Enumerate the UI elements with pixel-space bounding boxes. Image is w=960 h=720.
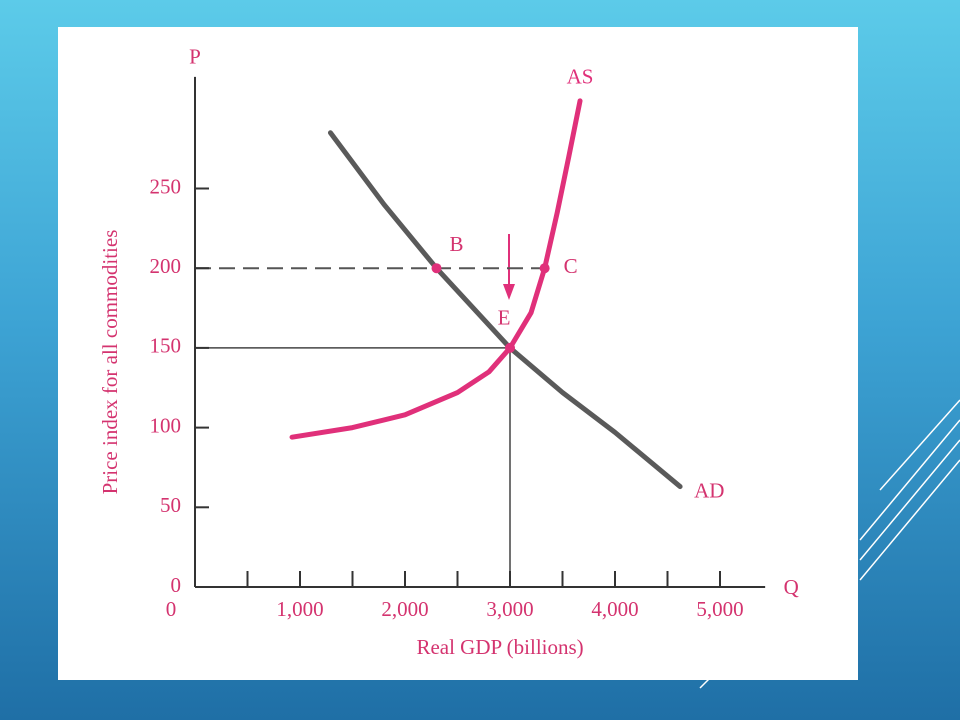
x-tick-label: 0 — [166, 597, 177, 621]
x-tick-label: 4,000 — [591, 597, 638, 621]
series-label: AS — [567, 65, 594, 89]
point — [539, 263, 550, 274]
point-label: C — [564, 254, 578, 278]
y-tick-label: 50 — [160, 493, 181, 517]
y-tick-label: 100 — [150, 413, 182, 437]
y-axis-title: Price index for all commodities — [98, 230, 122, 495]
x-axis-title: Real GDP (billions) — [416, 635, 583, 659]
point — [505, 342, 515, 353]
x-tick-label: 3,000 — [486, 597, 533, 621]
y-tick-label: 0 — [171, 573, 182, 597]
point-label: E — [498, 306, 511, 330]
decoration — [699, 399, 960, 689]
annotation-arrow — [503, 234, 515, 300]
series-label: AD — [694, 478, 724, 502]
y-tick-label: 150 — [150, 334, 182, 358]
x-tick-label: 5,000 — [696, 597, 743, 621]
axis-symbol: P — [189, 45, 201, 69]
y-tick-label: 250 — [150, 174, 182, 198]
point — [431, 263, 442, 274]
y-tick-label: 200 — [150, 254, 182, 278]
x-tick-label: 1,000 — [276, 597, 323, 621]
axis-symbol: Q — [784, 575, 799, 599]
point-label: B — [449, 232, 463, 256]
x-tick-label: 2,000 — [381, 597, 428, 621]
